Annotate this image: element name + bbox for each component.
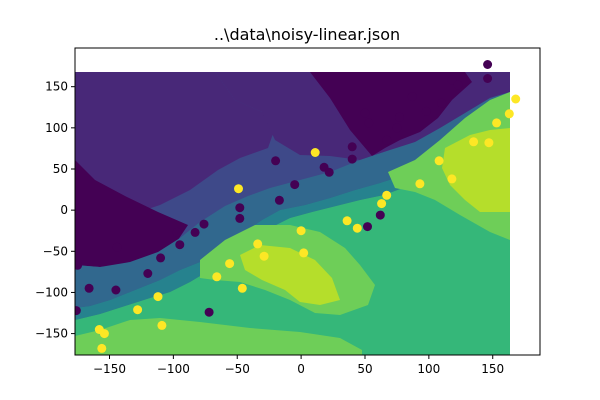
contour-region — [442, 128, 510, 212]
y-tick-label: −150 — [35, 327, 68, 341]
scatter-point-class-1 — [225, 259, 235, 269]
scatter-point-class-1 — [234, 184, 243, 194]
scatter-point-class-1 — [484, 138, 494, 148]
scatter-point-class-0 — [392, 123, 402, 133]
scatter-point-class-0 — [111, 285, 121, 295]
scatter-point-class-0 — [324, 167, 334, 177]
scatter-point-class-0 — [363, 222, 372, 232]
contour-region — [310, 72, 472, 156]
scatter-point-class-0 — [360, 108, 370, 118]
y-tick-label: 0 — [60, 203, 68, 217]
y-tick-label: 50 — [53, 162, 68, 176]
scatter-point-class-1 — [299, 248, 309, 258]
scatter-point-class-0 — [143, 269, 153, 278]
scatter-point-class-1 — [99, 329, 109, 339]
scatter-point-class-0 — [204, 307, 214, 317]
x-tick-label: 50 — [357, 362, 372, 376]
x-tick-label: −50 — [225, 362, 250, 376]
scatter-point-class-0 — [453, 80, 463, 90]
scatter-point-class-0 — [447, 75, 457, 85]
scatter-point-class-0 — [437, 98, 447, 108]
scatter-point-class-1 — [382, 190, 392, 200]
scatter-point-class-1 — [415, 179, 425, 189]
scatter-point-class-1 — [504, 109, 514, 119]
scatter-point-class-0 — [347, 154, 357, 164]
scatter-point-class-0 — [235, 213, 245, 223]
scatter-point-class-0 — [235, 203, 245, 213]
scatter-point-class-0 — [483, 60, 493, 69]
scatter-point-class-1 — [153, 292, 163, 302]
contour-region — [75, 92, 510, 308]
scatter-point-class-1 — [469, 137, 479, 147]
scatter-point-class-0 — [199, 219, 209, 229]
scatter-point-class-0 — [175, 240, 185, 250]
scatter-points — [75, 60, 521, 353]
scatter-point-class-0 — [375, 210, 385, 220]
scatter-point-class-1 — [511, 94, 521, 104]
scatter-point-class-0 — [84, 283, 94, 293]
scatter-point-class-1 — [492, 118, 502, 128]
scatter-point-class-1 — [237, 283, 247, 293]
contour-region — [75, 160, 188, 267]
x-tick-label: −150 — [93, 362, 126, 376]
scatter-point-class-1 — [342, 216, 352, 226]
scatter-point-class-1 — [253, 239, 263, 249]
scatter-point-class-0 — [395, 112, 404, 122]
scatter-point-class-0 — [75, 306, 81, 316]
scatter-point-class-0 — [364, 118, 374, 128]
scatter-point-class-1 — [212, 272, 222, 282]
scatter-point-class-1 — [133, 305, 143, 315]
scatter-point-class-0 — [421, 106, 431, 116]
y-tick-label: 100 — [45, 121, 68, 135]
x-axis: −150 −100 −50 0 50 100 150 — [93, 355, 504, 376]
scatter-point-class-1 — [157, 320, 167, 330]
scatter-point-class-0 — [483, 74, 493, 83]
y-axis: −150 −100 −50 0 50 100 150 — [35, 80, 75, 341]
x-tick-label: 100 — [417, 362, 440, 376]
scatter-point-class-0 — [382, 135, 392, 145]
x-tick-label: −100 — [157, 362, 190, 376]
scatter-point-class-0 — [112, 242, 122, 252]
scatter-point-class-1 — [310, 148, 320, 157]
scatter-point-class-1 — [259, 251, 269, 261]
scatter-point-class-0 — [271, 156, 281, 166]
x-tick-label: 150 — [481, 362, 504, 376]
plot-frame — [74, 47, 541, 356]
scatter-point-class-0 — [407, 92, 417, 102]
scatter-point-class-1 — [447, 174, 457, 184]
contour-region — [75, 72, 275, 222]
scatter-point-class-0 — [290, 180, 300, 190]
y-tick-label: −100 — [35, 285, 68, 299]
scatter-point-class-0 — [75, 260, 83, 270]
scatter-point-class-0 — [347, 142, 357, 152]
contour-region — [75, 330, 100, 355]
contour-region — [75, 120, 510, 320]
scatter-point-class-0 — [172, 227, 182, 237]
scatter-point-class-1 — [296, 226, 306, 236]
y-tick-label: −50 — [43, 244, 68, 258]
y-tick-label: 150 — [45, 80, 68, 94]
scatter-point-class-1 — [97, 343, 107, 353]
x-tick-label: 0 — [297, 362, 305, 376]
decision-contour-field — [75, 72, 510, 355]
scatter-point-class-0 — [156, 253, 166, 263]
chart-title: ..\data\noisy-linear.json — [214, 25, 400, 44]
scatter-point-class-1 — [377, 199, 387, 209]
scatter-point-class-1 — [352, 223, 362, 233]
scatter-point-class-0 — [274, 195, 284, 205]
scatter-point-class-0 — [190, 227, 200, 237]
scatter-point-class-1 — [434, 156, 444, 166]
